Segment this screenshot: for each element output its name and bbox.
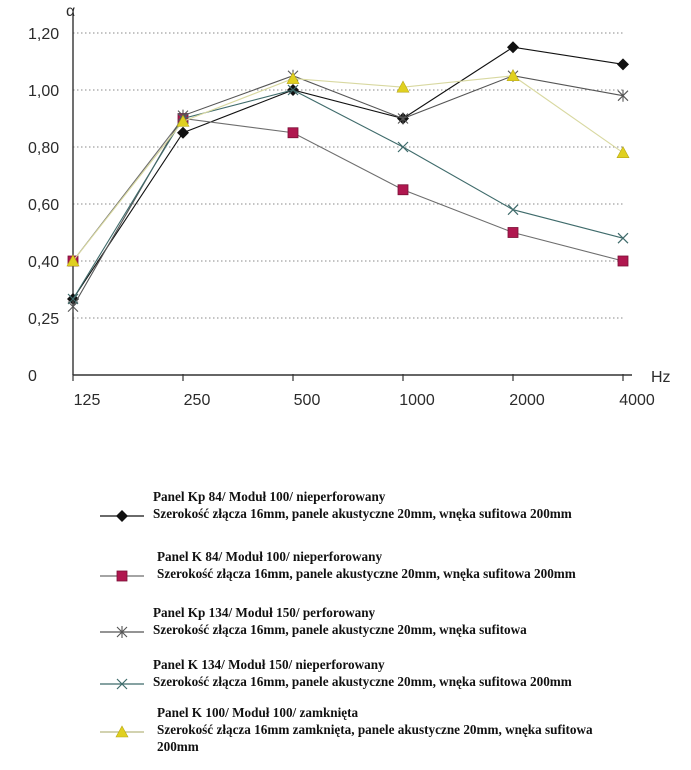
legend-series-name: Panel Kp 84/ Moduł 100/ nieperforowany (153, 489, 386, 504)
legend-series-name: Panel K 100/ Moduł 100/ zamknięta (157, 705, 359, 720)
axes (72, 14, 632, 381)
series-line (72, 46, 624, 300)
y-tick-label: 0 (28, 368, 37, 385)
legend-item: Panel Kp 134/ Moduł 150/ perforowany Szer… (0, 604, 691, 648)
series-1 (67, 41, 629, 305)
legend-series-description: Szerokość złącza 16mm, panele akustyczne… (153, 506, 572, 521)
series-line (72, 117, 624, 262)
data-point (67, 300, 79, 313)
legend-item: Panel K 100/ Moduł 100/ zamknięta Szeroko… (0, 704, 691, 754)
legend-swatch (100, 570, 144, 582)
legend-series-description: Szerokość złącza 16mm, panele akustyczne… (153, 674, 572, 689)
y-tick-label: 0,40 (28, 254, 59, 271)
series-4 (67, 84, 629, 305)
data-point (397, 184, 409, 196)
data-point (617, 58, 629, 71)
legend-text: Panel Kp 84/ Moduł 100/ nieperforowany Sz… (153, 488, 623, 522)
legend-swatch (100, 626, 144, 638)
series-line (72, 75, 624, 307)
data-point (177, 126, 189, 139)
series-3 (67, 69, 629, 313)
legend-series-description: Szerokość złącza 16mm zamknięta, panele … (157, 722, 593, 754)
data-point (616, 146, 630, 158)
grid-lines (73, 32, 625, 319)
legend-text: Panel K 84/ Moduł 100/ nieperforowany Sze… (157, 548, 627, 582)
data-point (617, 89, 629, 102)
legend-text: Panel K 100/ Moduł 100/ zamknięta Szeroko… (157, 704, 597, 755)
legend-item: Panel K 134/ Moduł 150/ nieperforowany Sz… (0, 656, 691, 700)
legend-text: Panel K 134/ Moduł 150/ nieperforowany Sz… (153, 656, 623, 690)
legend-series-name: Panel Kp 134/ Moduł 150/ perforowany (153, 605, 376, 620)
data-point (67, 293, 79, 305)
y-tick-label: 1,20 (28, 26, 59, 43)
data-point (397, 112, 409, 125)
legend-swatch (100, 725, 144, 738)
data-point (617, 255, 629, 267)
legend-item: Panel K 84/ Moduł 100/ nieperforowany Sze… (0, 548, 691, 592)
x-tick-label: 1000 (399, 392, 435, 409)
tick-labels: 0 0,25 0,40 0,60 0,80 1,00 1,20 125 250 500 1000 20… (28, 26, 655, 409)
series-line (72, 89, 624, 300)
series-line (72, 75, 624, 262)
x-tick-label: 500 (294, 392, 321, 409)
data-point (396, 80, 410, 93)
data-point (507, 227, 519, 238)
data-point (176, 114, 190, 127)
y-tick-label: 0,60 (28, 197, 59, 214)
data-point (507, 204, 519, 216)
data-point (287, 127, 299, 139)
legend-swatch (100, 678, 144, 690)
data-point (286, 71, 300, 84)
y-tick-label: 0,25 (28, 311, 59, 328)
data-point (617, 232, 629, 244)
data-point (507, 41, 519, 54)
y-axis-label: α (66, 3, 75, 20)
legend-text: Panel Kp 134/ Moduł 150/ perforowany Szer… (153, 604, 623, 638)
legend-series-name: Panel K 134/ Moduł 150/ nieperforowany (153, 657, 385, 672)
data-point (397, 141, 409, 153)
chart: 0 0,25 0,40 0,60 0,80 1,00 1,20 125 250 500 1000 20… (28, 3, 671, 409)
data-point (66, 254, 80, 267)
legend-series-description: Szerokość złącza 16mm, panele akustyczne… (153, 622, 527, 637)
x-tick-label: 250 (184, 392, 211, 409)
data-point (506, 69, 520, 82)
x-tick-label: 4000 (619, 392, 655, 409)
legend-series-description: Szerokość złącza 16mm, panele akustyczne… (157, 566, 576, 581)
legend-item: Panel Kp 84/ Moduł 100/ nieperforowany Sz… (0, 488, 691, 532)
series-5 (66, 69, 630, 267)
x-axis-label: Hz (651, 369, 671, 386)
series-group (66, 41, 630, 313)
x-tick-label: 2000 (509, 392, 545, 409)
y-tick-label: 0,80 (28, 140, 59, 157)
data-point (287, 84, 299, 96)
legend-swatch (100, 510, 144, 522)
legend-series-name: Panel K 84/ Moduł 100/ nieperforowany (157, 549, 383, 564)
x-tick-label: 125 (74, 392, 101, 409)
y-tick-label: 1,00 (28, 83, 59, 100)
series-2 (67, 113, 629, 267)
